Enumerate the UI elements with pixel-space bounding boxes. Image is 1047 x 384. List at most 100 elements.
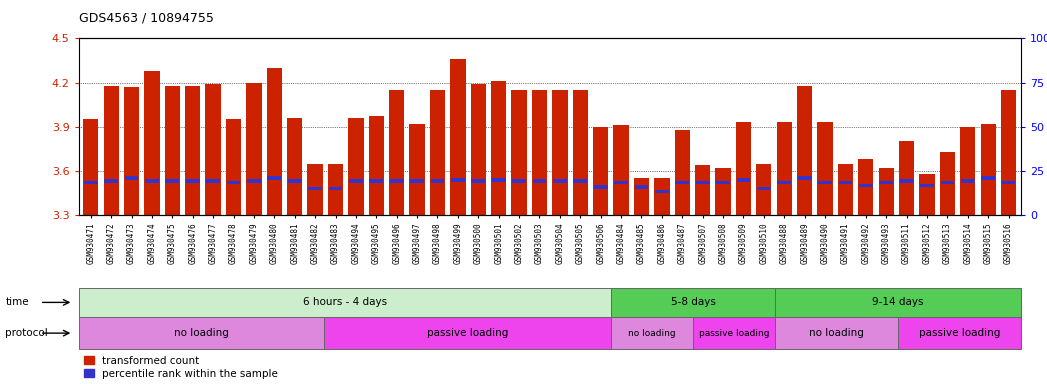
Bar bbox=[675, 181, 689, 184]
Bar bbox=[736, 178, 751, 182]
Bar bbox=[267, 68, 282, 215]
Bar bbox=[79, 288, 611, 317]
Bar bbox=[308, 187, 322, 190]
Text: passive loading: passive loading bbox=[918, 328, 1000, 338]
Bar bbox=[287, 118, 303, 215]
Bar bbox=[349, 118, 363, 215]
Bar bbox=[511, 90, 527, 215]
Bar bbox=[450, 59, 466, 215]
Bar bbox=[940, 152, 955, 215]
Bar bbox=[920, 184, 934, 187]
Bar bbox=[164, 86, 180, 215]
Bar bbox=[695, 165, 710, 215]
Bar bbox=[308, 164, 322, 215]
Bar bbox=[1002, 181, 1016, 184]
Bar bbox=[124, 87, 139, 215]
Bar bbox=[104, 86, 118, 215]
Bar bbox=[533, 179, 547, 183]
Bar bbox=[611, 317, 693, 349]
Bar bbox=[205, 84, 221, 215]
Text: 5-8 days: 5-8 days bbox=[671, 297, 715, 308]
Bar bbox=[369, 116, 384, 215]
Bar bbox=[267, 176, 282, 180]
Bar bbox=[594, 185, 607, 189]
Bar bbox=[553, 179, 566, 183]
Bar bbox=[611, 288, 775, 317]
Bar bbox=[329, 187, 342, 190]
Bar bbox=[960, 127, 976, 215]
Bar bbox=[859, 159, 873, 215]
Bar bbox=[409, 124, 425, 215]
Bar bbox=[615, 181, 628, 184]
Bar bbox=[899, 179, 913, 183]
Bar bbox=[206, 179, 220, 183]
Text: 9-14 days: 9-14 days bbox=[872, 297, 923, 308]
Bar bbox=[410, 179, 424, 183]
Bar bbox=[839, 181, 852, 184]
Bar bbox=[491, 81, 507, 215]
Bar bbox=[614, 125, 628, 215]
Bar bbox=[655, 190, 669, 193]
Bar bbox=[674, 130, 690, 215]
Text: protocol: protocol bbox=[5, 328, 48, 338]
Text: passive loading: passive loading bbox=[427, 328, 509, 338]
Bar bbox=[818, 122, 832, 215]
Bar bbox=[633, 178, 649, 215]
Bar bbox=[430, 179, 444, 183]
Text: passive loading: passive loading bbox=[698, 329, 770, 338]
Bar bbox=[471, 84, 486, 215]
Bar bbox=[84, 181, 97, 184]
Bar bbox=[288, 179, 302, 183]
Bar bbox=[777, 181, 792, 184]
Bar bbox=[185, 86, 200, 215]
Text: no loading: no loading bbox=[628, 329, 676, 338]
Bar bbox=[654, 178, 669, 215]
Bar bbox=[79, 317, 325, 349]
Bar bbox=[797, 86, 812, 215]
Bar bbox=[859, 184, 873, 187]
Bar bbox=[715, 168, 731, 215]
Legend: transformed count, percentile rank within the sample: transformed count, percentile rank withi… bbox=[84, 356, 279, 379]
Bar bbox=[878, 168, 894, 215]
Bar bbox=[105, 179, 118, 183]
Bar bbox=[899, 141, 914, 215]
Bar bbox=[492, 178, 506, 182]
Bar bbox=[573, 90, 588, 215]
Bar bbox=[775, 288, 1021, 317]
Bar bbox=[532, 90, 548, 215]
Bar bbox=[389, 90, 404, 215]
Bar bbox=[818, 181, 832, 184]
Text: 6 hours - 4 days: 6 hours - 4 days bbox=[303, 297, 387, 308]
Bar bbox=[879, 181, 893, 184]
Bar bbox=[574, 179, 587, 183]
Bar bbox=[716, 181, 730, 184]
Bar bbox=[634, 185, 648, 189]
Text: GDS4563 / 10894755: GDS4563 / 10894755 bbox=[79, 12, 214, 25]
Bar bbox=[552, 90, 567, 215]
Bar bbox=[370, 179, 383, 183]
Bar bbox=[146, 179, 159, 183]
Bar bbox=[471, 179, 485, 183]
Bar bbox=[512, 179, 526, 183]
Bar bbox=[144, 71, 159, 215]
Bar bbox=[777, 122, 792, 215]
Bar bbox=[838, 164, 853, 215]
Bar bbox=[940, 181, 954, 184]
Bar bbox=[1001, 90, 1017, 215]
Bar bbox=[919, 174, 935, 215]
Bar bbox=[125, 176, 138, 180]
Bar bbox=[798, 176, 811, 180]
Bar bbox=[981, 124, 996, 215]
Bar bbox=[349, 179, 363, 183]
Bar bbox=[757, 187, 771, 190]
Bar bbox=[981, 176, 995, 180]
Bar bbox=[451, 178, 465, 182]
Bar bbox=[186, 179, 200, 183]
Bar bbox=[328, 164, 343, 215]
Text: no loading: no loading bbox=[174, 328, 229, 338]
Bar bbox=[593, 127, 608, 215]
Bar bbox=[165, 179, 179, 183]
Text: time: time bbox=[5, 297, 29, 308]
Bar bbox=[961, 179, 975, 183]
Bar bbox=[246, 83, 262, 215]
